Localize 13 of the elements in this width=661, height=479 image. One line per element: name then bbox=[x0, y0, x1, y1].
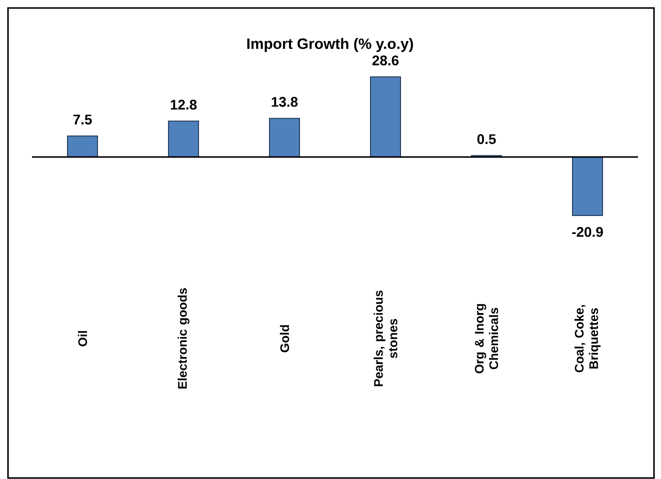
data-label: 0.5 bbox=[477, 134, 496, 144]
x-tick-label: Gold bbox=[280, 325, 290, 352]
x-tick-label: Electronic goods bbox=[178, 288, 190, 389]
x-tick-label: Coal, Coke, Briquettes bbox=[574, 305, 601, 372]
x-tick-label: Org & Inorg Chemicals bbox=[474, 304, 498, 374]
data-label: -20.9 bbox=[572, 227, 603, 237]
x-tick-label: Oil bbox=[78, 331, 88, 346]
chart-title: Import Growth (% y.o.y) bbox=[247, 38, 413, 52]
data-label: 12.8 bbox=[170, 100, 197, 110]
data-label: 28.6 bbox=[372, 56, 399, 66]
data-label: 13.8 bbox=[272, 96, 298, 107]
data-label: 7.5 bbox=[73, 114, 92, 124]
x-tick-label: Pearls, precious stones bbox=[374, 290, 398, 386]
